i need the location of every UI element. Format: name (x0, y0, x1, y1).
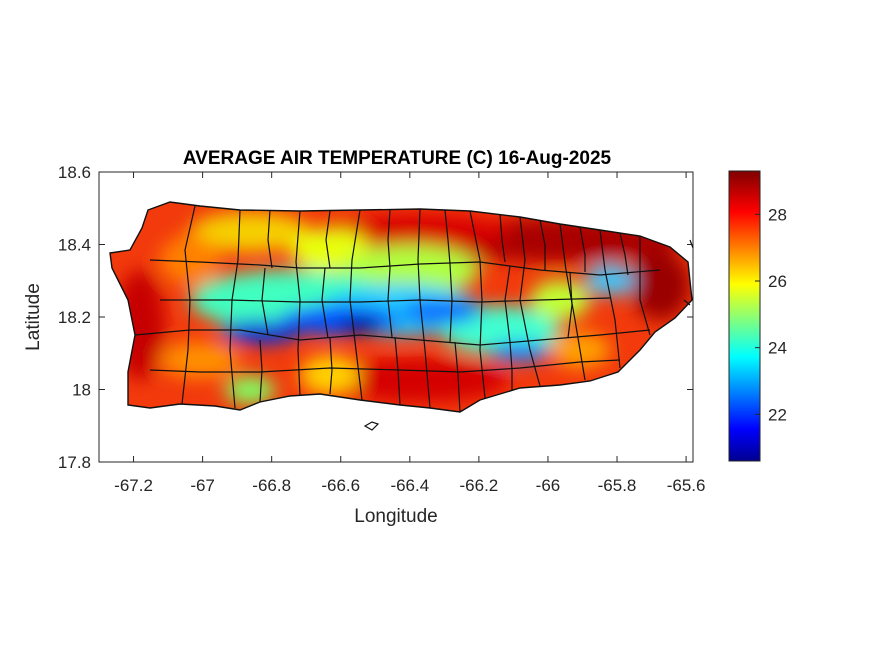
x-tick-label: -66.8 (252, 476, 291, 495)
chart-title: AVERAGE AIR TEMPERATURE (C) 16-Aug-2025 (183, 148, 612, 169)
y-tick-label: 18.6 (58, 163, 91, 182)
colorbar-tick-label: 24 (768, 339, 787, 358)
y-tick-label: 18 (72, 381, 91, 400)
x-axis-label: Longitude (354, 506, 437, 527)
x-tick-label: -66.2 (460, 476, 499, 495)
colorbar-tick-label: 22 (768, 405, 787, 424)
y-tick-label: 17.8 (58, 453, 91, 472)
municipal-boundaries (109, 201, 694, 431)
colorbar-ticks: 22 24 26 28 (755, 205, 787, 424)
colorbar-tick-label: 26 (768, 272, 787, 291)
temperature-map (110, 202, 692, 412)
x-tick-label: -66.6 (321, 476, 360, 495)
y-tick-label: 18.2 (58, 308, 91, 327)
x-tick-label: -66.4 (390, 476, 429, 495)
colorbar (728, 170, 761, 462)
x-axis: -67.2 -67 -66.8 -66.6 -66.4 -66.2 -66 -65.8 -65.… (114, 172, 705, 495)
y-axis: 17.8 18 18.2 18.4 18.6 (58, 163, 693, 472)
vieques-fragment (363, 421, 380, 431)
x-tick-label: -66 (536, 476, 561, 495)
y-tick-label: 18.4 (58, 236, 91, 255)
x-tick-label: -67 (190, 476, 215, 495)
x-tick-label: -65.6 (667, 476, 706, 495)
x-tick-label: -67.2 (114, 476, 153, 495)
colorbar-tick-label: 28 (768, 205, 787, 224)
x-tick-label: -65.8 (598, 476, 637, 495)
y-axis-label: Latitude (23, 283, 44, 351)
